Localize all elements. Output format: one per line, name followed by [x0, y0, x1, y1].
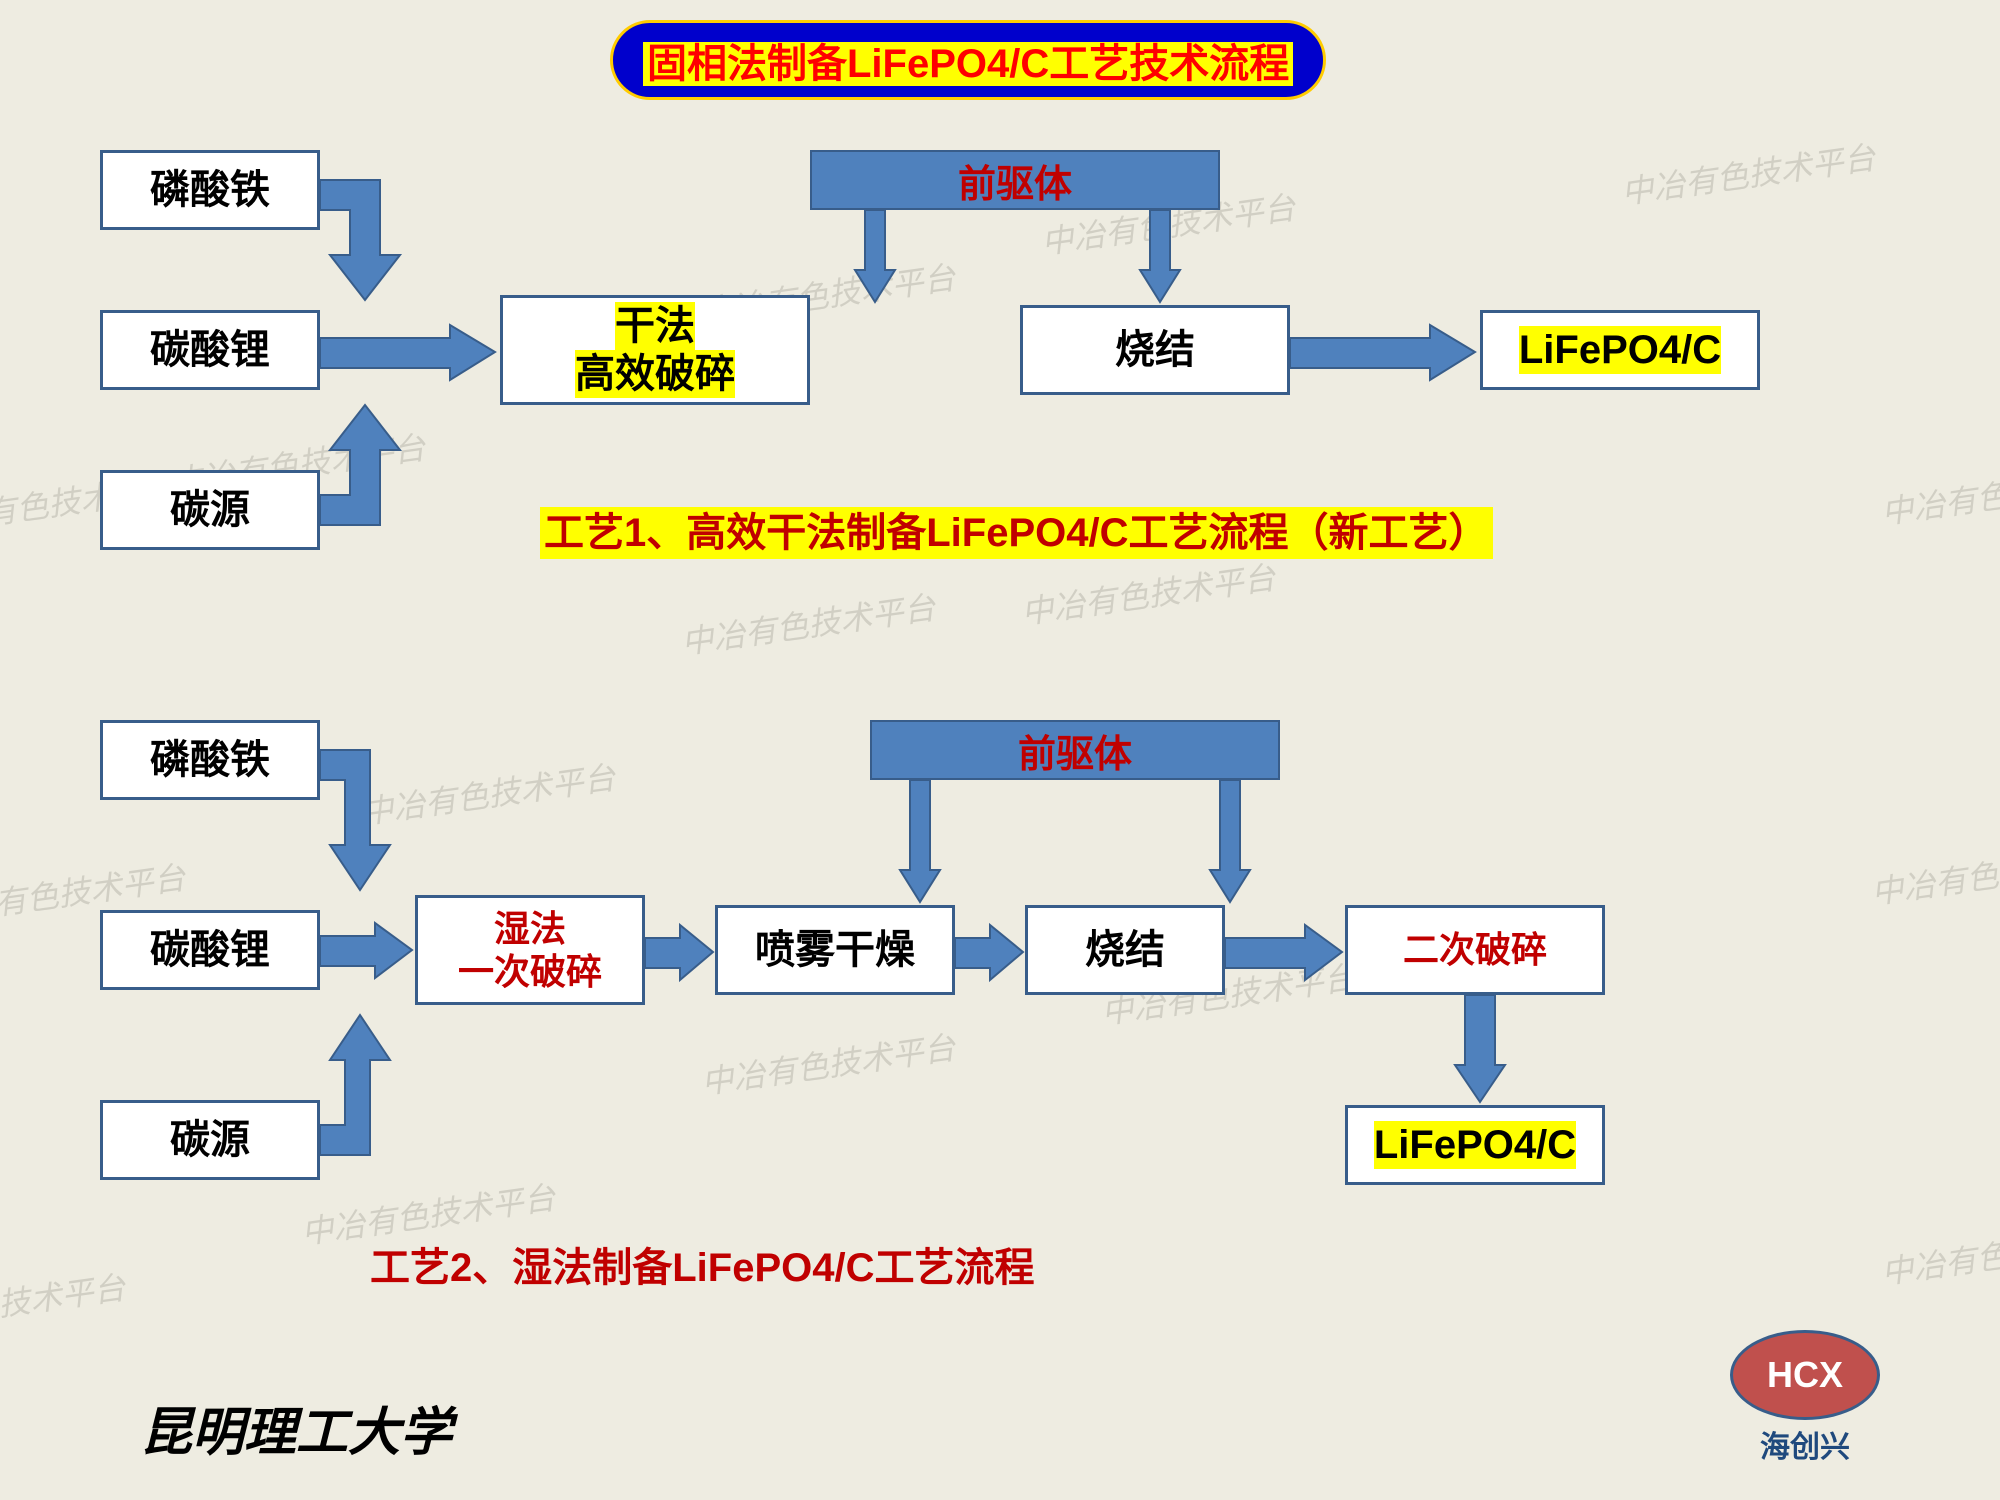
- watermark: 中冶有色技术平台: [1868, 832, 2000, 913]
- label: LiFePO4/C: [1519, 326, 1721, 374]
- label: 碳源: [170, 486, 250, 534]
- label: 碳源: [170, 1116, 250, 1164]
- watermark: 中冶有色技术平台: [678, 582, 938, 663]
- label: 磷酸铁: [150, 736, 270, 784]
- watermark: 中冶有色技术平台: [1878, 1212, 2000, 1293]
- label: 湿法: [494, 907, 566, 950]
- p2-step4: 二次破碎: [1345, 905, 1605, 995]
- arrow-right-icon: [955, 930, 1025, 980]
- company-logo: HCX 海创兴: [1730, 1330, 1880, 1466]
- p1-output: LiFePO4/C: [1480, 310, 1760, 390]
- arrow-elbow-icon: [320, 745, 440, 895]
- arrow-elbow-icon: [320, 400, 500, 530]
- arrow-elbow-icon: [320, 175, 500, 305]
- arrow-down-icon: [1140, 210, 1180, 305]
- label: 工艺1、高效干法制备LiFePO4/C工艺流程（新工艺）: [540, 507, 1493, 559]
- label: HCX: [1767, 1354, 1843, 1396]
- label: 喷雾干燥: [755, 926, 915, 974]
- label: 工艺2、湿法制备LiFePO4/C工艺流程: [370, 1246, 1035, 1290]
- label: 高效破碎: [575, 350, 735, 398]
- p2-output: LiFePO4/C: [1345, 1105, 1605, 1185]
- label: 烧结: [1085, 926, 1165, 974]
- label: 碳酸锂: [150, 926, 270, 974]
- logo-name: 海创兴: [1730, 1422, 1880, 1466]
- p2-input-3: 碳源: [100, 1100, 320, 1180]
- logo-oval: HCX: [1730, 1330, 1880, 1420]
- arrow-right-icon: [645, 930, 715, 980]
- p1-precursor: 前驱体: [810, 150, 1220, 210]
- p2-step3: 烧结: [1025, 905, 1225, 995]
- watermark: 中冶有色技术平台: [1618, 132, 1878, 213]
- arrow-down-icon: [1210, 780, 1250, 905]
- p1-input-3: 碳源: [100, 470, 320, 550]
- p1-caption: 工艺1、高效干法制备LiFePO4/C工艺流程（新工艺）: [540, 500, 1493, 558]
- watermark: 中冶有色技术平台: [1878, 452, 2000, 533]
- arrow-right-icon: [1290, 330, 1480, 380]
- watermark: 中冶有色技术平台: [0, 1262, 128, 1343]
- university-logo: 昆明理工大学: [140, 1390, 452, 1465]
- label: 前驱体: [1018, 723, 1132, 778]
- p2-step1: 湿法 一次破碎: [415, 895, 645, 1005]
- p2-input-1: 磷酸铁: [100, 720, 320, 800]
- p1-input-2: 碳酸锂: [100, 310, 320, 390]
- label: 烧结: [1115, 326, 1195, 374]
- arrow-right-icon: [320, 928, 415, 978]
- label: LiFePO4/C: [1374, 1121, 1576, 1169]
- arrow-down-icon: [900, 780, 940, 905]
- p2-caption: 工艺2、湿法制备LiFePO4/C工艺流程: [370, 1235, 1035, 1293]
- arrow-right-icon: [1225, 930, 1345, 980]
- arrow-down-icon: [1455, 995, 1505, 1105]
- watermark: 中冶有色技术平台: [1018, 552, 1278, 633]
- label: 二次破碎: [1403, 928, 1547, 971]
- arrow-right-icon: [320, 330, 500, 380]
- title-text: 固相法制备LiFePO4/C工艺技术流程: [643, 42, 1293, 86]
- p1-step2: 烧结: [1020, 305, 1290, 395]
- label: 前驱体: [958, 153, 1072, 208]
- p2-precursor: 前驱体: [870, 720, 1280, 780]
- watermark: 中冶有色技术平台: [698, 1022, 958, 1103]
- p1-input-1: 磷酸铁: [100, 150, 320, 230]
- p1-step1: 干法 高效破碎: [500, 295, 810, 405]
- title-banner: 固相法制备LiFePO4/C工艺技术流程: [610, 20, 1326, 100]
- arrow-down-icon: [855, 210, 895, 305]
- label: 碳酸锂: [150, 326, 270, 374]
- p2-input-2: 碳酸锂: [100, 910, 320, 990]
- label: 干法: [615, 302, 695, 350]
- label: 磷酸铁: [150, 166, 270, 214]
- p2-step2: 喷雾干燥: [715, 905, 955, 995]
- arrow-elbow-icon: [320, 1010, 440, 1160]
- label: 一次破碎: [458, 950, 602, 993]
